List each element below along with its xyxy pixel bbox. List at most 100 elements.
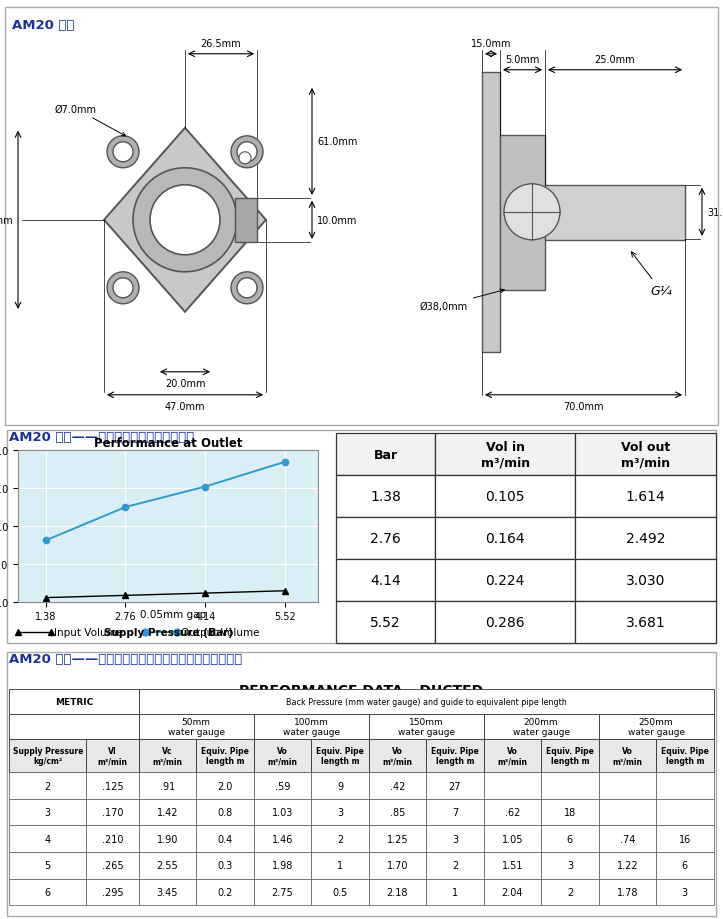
Bar	[435, 434, 576, 476]
Text: 3: 3	[337, 807, 343, 817]
Bar	[599, 852, 656, 879]
Text: 18: 18	[564, 807, 576, 817]
Bar	[139, 739, 196, 772]
Text: 150mm
water gauge: 150mm water gauge	[398, 717, 455, 736]
Text: 1.05: 1.05	[502, 834, 523, 844]
Bar	[235, 199, 257, 243]
Text: Input Volume: Input Volume	[54, 628, 124, 638]
Text: 1.51: 1.51	[502, 860, 523, 870]
Bar	[311, 799, 369, 825]
Text: 6: 6	[45, 887, 51, 897]
Bar	[139, 689, 714, 714]
Bar	[369, 879, 426, 905]
Text: 1.38: 1.38	[370, 490, 401, 504]
Circle shape	[150, 186, 220, 255]
Text: METRIC: METRIC	[55, 698, 93, 706]
Text: .59: .59	[275, 780, 290, 790]
Text: 2.76: 2.76	[370, 531, 401, 546]
Input Volume	[281, 585, 289, 596]
Bar	[311, 772, 369, 799]
Bar	[426, 799, 484, 825]
Bar	[599, 772, 656, 799]
X-axis label: Supply Pressure (Bar): Supply Pressure (Bar)	[103, 627, 233, 637]
Bar	[254, 714, 369, 739]
Bar	[484, 825, 541, 852]
Text: VI
m³/min: VI m³/min	[98, 746, 127, 766]
Text: .170: .170	[102, 807, 123, 817]
Bar	[336, 476, 435, 517]
Text: Equiv. Pipe
length m: Equiv. Pipe length m	[546, 746, 594, 766]
Text: 250mm
water gauge: 250mm water gauge	[628, 717, 685, 736]
Bar	[9, 772, 86, 799]
Bar	[254, 772, 311, 799]
Bar	[254, 739, 311, 772]
Circle shape	[113, 278, 133, 299]
Text: 1.90: 1.90	[157, 834, 178, 844]
Text: 1.70: 1.70	[387, 860, 408, 870]
Text: Equiv. Pipe
length m: Equiv. Pipe length m	[431, 746, 479, 766]
Text: .265: .265	[102, 860, 123, 870]
Text: 4.14: 4.14	[370, 573, 401, 587]
Bar	[139, 799, 196, 825]
Circle shape	[113, 142, 133, 163]
Text: 7: 7	[452, 807, 458, 817]
Bar	[541, 852, 599, 879]
Bar	[9, 852, 86, 879]
Text: .295: .295	[102, 887, 123, 897]
Text: 0.2: 0.2	[218, 887, 233, 897]
Bar	[139, 852, 196, 879]
Bar	[484, 799, 541, 825]
Bar	[576, 601, 716, 643]
Bar	[369, 772, 426, 799]
Bar	[86, 879, 139, 905]
Text: 0.5: 0.5	[333, 887, 348, 897]
Text: Vol in
m³/min: Vol in m³/min	[481, 441, 530, 469]
Bar	[435, 560, 576, 601]
Line: Input Volume: Input Volume	[43, 588, 288, 601]
Text: Equiv. Pipe
length m: Equiv. Pipe length m	[316, 746, 364, 766]
Bar	[336, 601, 435, 643]
Text: 0.3: 0.3	[218, 860, 233, 870]
Text: 61.0mm: 61.0mm	[317, 137, 357, 147]
Text: 31.0mm: 31.0mm	[707, 208, 723, 218]
Text: AM20 尺寸: AM20 尺寸	[12, 18, 74, 32]
Text: 3.681: 3.681	[625, 616, 665, 630]
Bar	[599, 714, 714, 739]
Text: 3.45: 3.45	[157, 887, 179, 897]
Text: .74: .74	[620, 834, 635, 844]
Bar	[500, 136, 545, 290]
Text: 1.46: 1.46	[272, 834, 293, 844]
Bar	[254, 799, 311, 825]
Bar	[336, 517, 435, 560]
Text: 1.03: 1.03	[272, 807, 293, 817]
Text: 2.75: 2.75	[272, 887, 294, 897]
Text: AM20 性能——管道连接时，不同背压下的输入输出气量: AM20 性能——管道连接时，不同背压下的输入输出气量	[9, 652, 243, 665]
Text: 1.98: 1.98	[272, 860, 293, 870]
Text: 1.78: 1.78	[617, 887, 638, 897]
Text: Bar: Bar	[374, 448, 398, 461]
Text: .42: .42	[390, 780, 405, 790]
Text: 47.0mm: 47.0mm	[165, 402, 205, 412]
Text: Supply Pressure
kg/cm²: Supply Pressure kg/cm²	[12, 746, 83, 766]
Text: 16: 16	[679, 834, 691, 844]
Text: AM20 性能——不同压力下的输入输出气量: AM20 性能——不同压力下的输入输出气量	[9, 431, 194, 444]
Text: 15.0mm: 15.0mm	[471, 39, 511, 49]
Title: Performance at Outlet: Performance at Outlet	[94, 437, 242, 449]
Text: 3: 3	[45, 807, 51, 817]
Circle shape	[107, 137, 139, 168]
Bar	[656, 852, 714, 879]
Bar	[656, 879, 714, 905]
Text: G¼: G¼	[631, 253, 672, 298]
Text: 1: 1	[452, 887, 458, 897]
Bar	[435, 476, 576, 517]
Bar	[196, 879, 254, 905]
Bar	[541, 739, 599, 772]
Text: .210: .210	[102, 834, 123, 844]
Text: 27: 27	[449, 780, 461, 790]
Text: 2.55: 2.55	[157, 860, 179, 870]
Text: Equiv. Pipe
length m: Equiv. Pipe length m	[661, 746, 709, 766]
Bar	[656, 772, 714, 799]
Bar	[599, 879, 656, 905]
Bar	[9, 689, 139, 714]
Bar	[311, 879, 369, 905]
